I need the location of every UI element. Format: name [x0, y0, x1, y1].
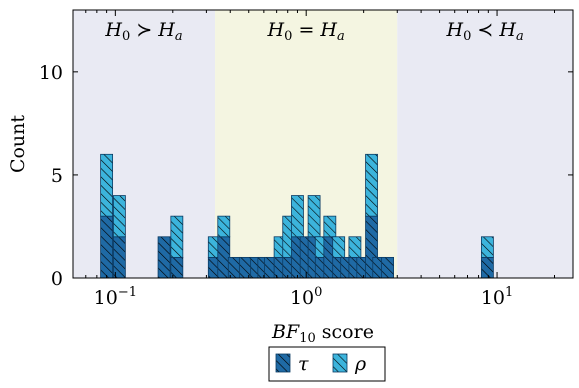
- y-tick-label: 10: [39, 62, 63, 84]
- bar-rho-hatch: [365, 153, 378, 217]
- y-tick-label: 5: [51, 165, 63, 187]
- bar-tau-hatch: [227, 256, 241, 279]
- region-label-2: H0 ≺ Ha: [446, 19, 524, 44]
- x-tick-label: 101: [481, 285, 513, 309]
- x-tick-label: 100: [290, 285, 322, 309]
- bar-rho-hatch: [307, 195, 321, 238]
- bar-rho-hatch: [348, 236, 362, 258]
- x-axis-label: BF10 score: [271, 321, 374, 346]
- bar-tau-hatch: [170, 256, 184, 279]
- region-0: [73, 10, 216, 278]
- x-tick-label: 10−1: [94, 285, 137, 309]
- bar-rho-hatch: [217, 215, 231, 238]
- region-label-1: H0 = Ha: [267, 19, 345, 44]
- bar-rho-hatch: [323, 215, 337, 238]
- bar-rho-hatch: [332, 236, 346, 258]
- bar-rho-hatch: [112, 195, 126, 238]
- y-axis-label: Count: [7, 115, 29, 173]
- bar-tau-hatch: [238, 256, 252, 279]
- region-label-0: H0 ≻ Ha: [104, 19, 182, 44]
- legend-label-0: τ: [298, 353, 309, 375]
- bar-tau-hatch: [381, 256, 394, 279]
- plot-frame: [72, 9, 574, 279]
- bar-tau-hatch: [100, 215, 114, 279]
- legend-swatch-hatch-1: [332, 353, 348, 373]
- region-2: [397, 10, 573, 278]
- bar-tau-hatch: [157, 236, 171, 279]
- y-tick-label: 0: [51, 268, 63, 290]
- legend-label-1: ρ: [354, 353, 367, 375]
- bar-rho-hatch: [100, 153, 114, 217]
- bar-rho-hatch: [170, 215, 184, 258]
- bar-rho-hatch: [291, 195, 304, 238]
- bar-tau-hatch: [112, 236, 126, 279]
- legend-swatch-hatch-0: [275, 353, 291, 373]
- bar-tau-hatch: [480, 256, 494, 279]
- bar-rho-hatch: [480, 236, 494, 258]
